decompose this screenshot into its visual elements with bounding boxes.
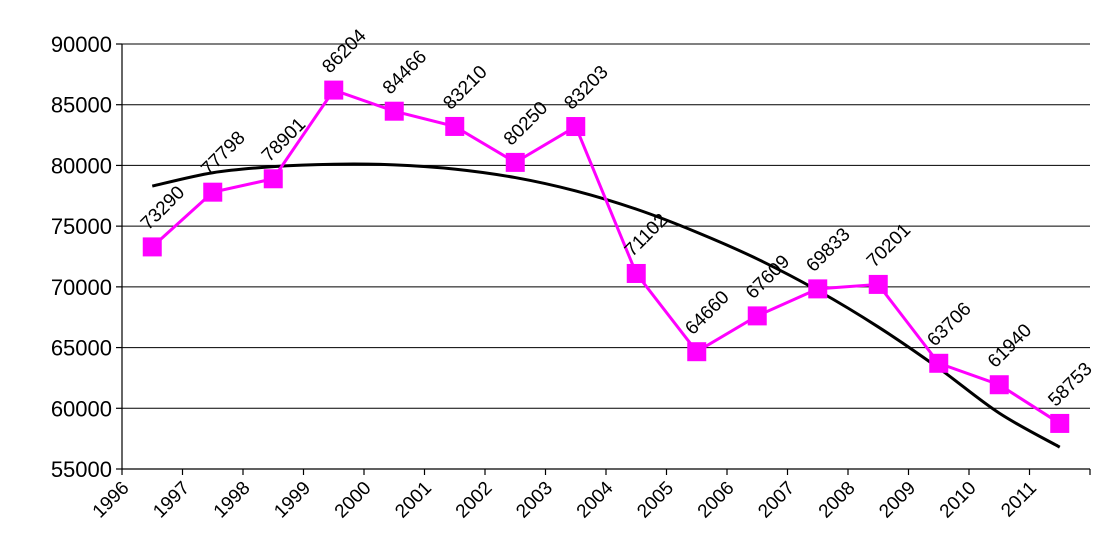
grid-lines	[122, 43, 1090, 470]
data-point-marker	[929, 353, 949, 373]
data-point-marker	[687, 342, 707, 362]
data-label: 64660	[681, 287, 733, 339]
x-tick-label: 2011	[997, 478, 1041, 522]
data-point-marker	[989, 375, 1009, 395]
data-label: 83210	[439, 62, 491, 114]
trendline	[151, 162, 1061, 449]
x-tick-label: 1996	[89, 478, 134, 523]
x-tick-label: 2000	[331, 478, 376, 523]
x-tick-label: 1998	[210, 478, 255, 523]
x-tick-label: 2001	[391, 478, 436, 523]
y-tick-label: 70000	[51, 275, 112, 300]
y-tick-label: 85000	[51, 93, 112, 118]
data-label: 84466	[379, 47, 431, 99]
data-point-marker	[324, 80, 344, 100]
data-label: 86204	[318, 25, 371, 78]
data-point-marker	[868, 274, 888, 294]
y-tick-label: 65000	[51, 336, 112, 361]
data-point-marker	[1050, 413, 1070, 433]
series-line	[151, 88, 1061, 425]
y-tick-label: 80000	[51, 153, 112, 178]
data-point-marker	[747, 306, 767, 326]
x-tick-label: 2010	[936, 478, 981, 523]
x-tick-label: 1997	[149, 478, 194, 523]
x-tick-label: 2004	[573, 477, 618, 522]
data-label: 78901	[258, 114, 310, 166]
y-tick-label: 75000	[51, 214, 112, 239]
data-point-marker	[445, 116, 465, 136]
data-point-marker	[263, 169, 283, 189]
x-tick-label: 2003	[512, 478, 557, 523]
x-tick-label: 2007	[754, 478, 799, 523]
y-tick-label: 90000	[51, 32, 112, 57]
y-tick-label: 55000	[51, 457, 112, 482]
data-label: 63706	[923, 299, 975, 351]
x-tick-label: 1999	[270, 478, 315, 523]
trendline-layer	[151, 162, 1061, 449]
series-layer	[142, 80, 1070, 433]
data-label: 67609	[742, 251, 794, 303]
data-label: 61940	[984, 320, 1036, 372]
data-point-marker	[626, 263, 646, 283]
y-tick-labels: 55000 60000 65000 70000 75000 80000 85000 90000	[51, 32, 112, 482]
data-point-marker	[566, 117, 586, 137]
x-tick-label: 2002	[452, 478, 497, 523]
y-tick-label: 60000	[51, 396, 112, 421]
x-tick-label: 2008	[815, 478, 860, 523]
x-tick-label: 2006	[694, 478, 739, 523]
data-point-marker	[203, 182, 223, 202]
data-label: 70201	[863, 220, 915, 272]
data-label: 58753	[1044, 359, 1096, 411]
x-tick-label: 2005	[633, 478, 678, 523]
x-tick-label: 2009	[875, 478, 920, 523]
data-label: 69833	[802, 224, 854, 276]
data-label: 71102	[621, 210, 672, 261]
data-point-marker	[505, 152, 525, 172]
x-tick-labels: 1996 1997 1998 1999 2000 2001 2002 2003 2004 2005…	[89, 477, 1041, 522]
data-label: 80250	[500, 98, 552, 150]
data-point-marker	[142, 237, 162, 257]
axes	[116, 43, 1091, 475]
data-point-marker	[808, 279, 828, 299]
data-point-marker	[384, 101, 404, 121]
data-label: 83203	[560, 62, 612, 114]
